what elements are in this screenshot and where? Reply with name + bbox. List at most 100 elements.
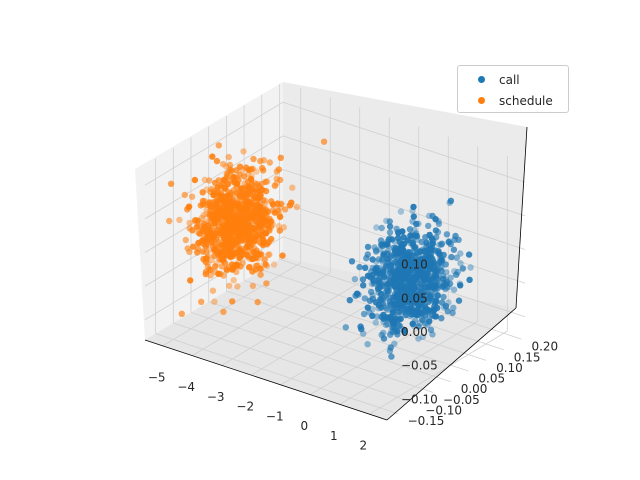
point-schedule <box>222 233 229 240</box>
point-call <box>435 281 442 288</box>
point-schedule <box>233 189 240 196</box>
point-call <box>438 315 445 322</box>
back-pane <box>283 82 527 308</box>
point-schedule <box>289 184 296 191</box>
y-tick-label: 0.20 <box>531 340 558 354</box>
point-call <box>401 301 408 308</box>
point-call <box>380 335 388 342</box>
point-schedule <box>279 252 286 259</box>
point-schedule <box>263 262 271 269</box>
point-call <box>457 282 464 289</box>
point-call <box>445 299 452 306</box>
point-call <box>444 308 451 315</box>
point-call <box>359 276 367 283</box>
point-call <box>393 225 400 232</box>
point-schedule <box>186 248 193 256</box>
point-schedule <box>256 251 263 258</box>
point-schedule <box>226 282 233 289</box>
point-schedule <box>265 251 272 259</box>
point-schedule <box>276 213 284 220</box>
point-call <box>412 245 419 252</box>
point-schedule <box>245 178 252 185</box>
point-schedule <box>228 261 236 268</box>
point-schedule <box>234 262 241 270</box>
point-schedule <box>167 180 175 187</box>
series-schedule <box>166 138 328 317</box>
point-schedule <box>249 282 257 290</box>
point-schedule <box>193 223 200 231</box>
point-schedule <box>207 188 214 196</box>
point-call <box>383 306 391 313</box>
point-schedule <box>220 308 227 315</box>
point-call <box>459 265 467 272</box>
point-schedule <box>194 217 201 224</box>
point-schedule <box>212 268 219 276</box>
point-call <box>466 276 473 283</box>
point-call <box>371 244 378 251</box>
point-call <box>434 284 442 292</box>
point-call <box>415 323 422 330</box>
point-call <box>413 296 420 304</box>
point-call <box>396 271 404 279</box>
point-call <box>429 212 436 220</box>
point-call <box>388 353 395 360</box>
point-call <box>388 259 396 266</box>
point-call <box>380 296 387 303</box>
point-call <box>426 245 433 252</box>
series-call <box>342 197 474 360</box>
y-tick-label: 0.00 <box>461 382 488 396</box>
point-schedule <box>200 220 208 227</box>
point-call <box>438 264 445 271</box>
point-schedule <box>216 249 224 256</box>
point-call <box>387 253 394 260</box>
gridline-y-floor <box>173 322 416 404</box>
point-call <box>457 260 464 267</box>
gridline-y-floor <box>226 290 469 372</box>
point-schedule <box>184 206 191 213</box>
point-schedule <box>199 201 207 208</box>
x-axis-line <box>144 339 388 421</box>
point-schedule <box>239 259 246 267</box>
point-schedule <box>263 280 270 287</box>
point-call <box>451 236 458 243</box>
point-call <box>414 306 421 314</box>
point-schedule <box>225 153 232 161</box>
point-schedule <box>235 259 242 266</box>
point-call <box>450 246 458 253</box>
point-schedule <box>203 255 210 262</box>
point-call <box>421 265 429 273</box>
point-call <box>424 298 432 306</box>
point-schedule <box>261 256 268 263</box>
point-schedule <box>191 176 199 184</box>
point-schedule <box>178 310 185 317</box>
point-call <box>369 256 376 263</box>
point-schedule <box>229 298 236 305</box>
point-schedule <box>232 239 239 246</box>
point-schedule <box>221 177 228 184</box>
point-schedule <box>277 176 284 184</box>
point-call <box>398 309 405 316</box>
point-call <box>357 323 364 330</box>
point-call <box>375 256 382 263</box>
point-schedule <box>215 205 222 212</box>
point-schedule <box>247 243 254 250</box>
point-call <box>379 303 387 310</box>
point-call <box>399 228 406 235</box>
point-call <box>420 282 427 289</box>
point-schedule <box>234 208 241 215</box>
point-schedule <box>194 249 201 256</box>
point-call <box>384 280 391 288</box>
point-call <box>418 285 425 292</box>
point-call <box>440 293 447 301</box>
point-call <box>449 309 456 317</box>
point-call <box>396 322 403 329</box>
point-call <box>382 292 390 299</box>
point-schedule <box>227 225 234 232</box>
point-call <box>403 311 410 319</box>
point-schedule <box>223 205 230 212</box>
point-call <box>434 292 441 299</box>
point-call <box>425 315 433 323</box>
point-call <box>457 250 464 257</box>
point-schedule <box>229 176 236 183</box>
gridline-y-floor <box>208 301 451 383</box>
